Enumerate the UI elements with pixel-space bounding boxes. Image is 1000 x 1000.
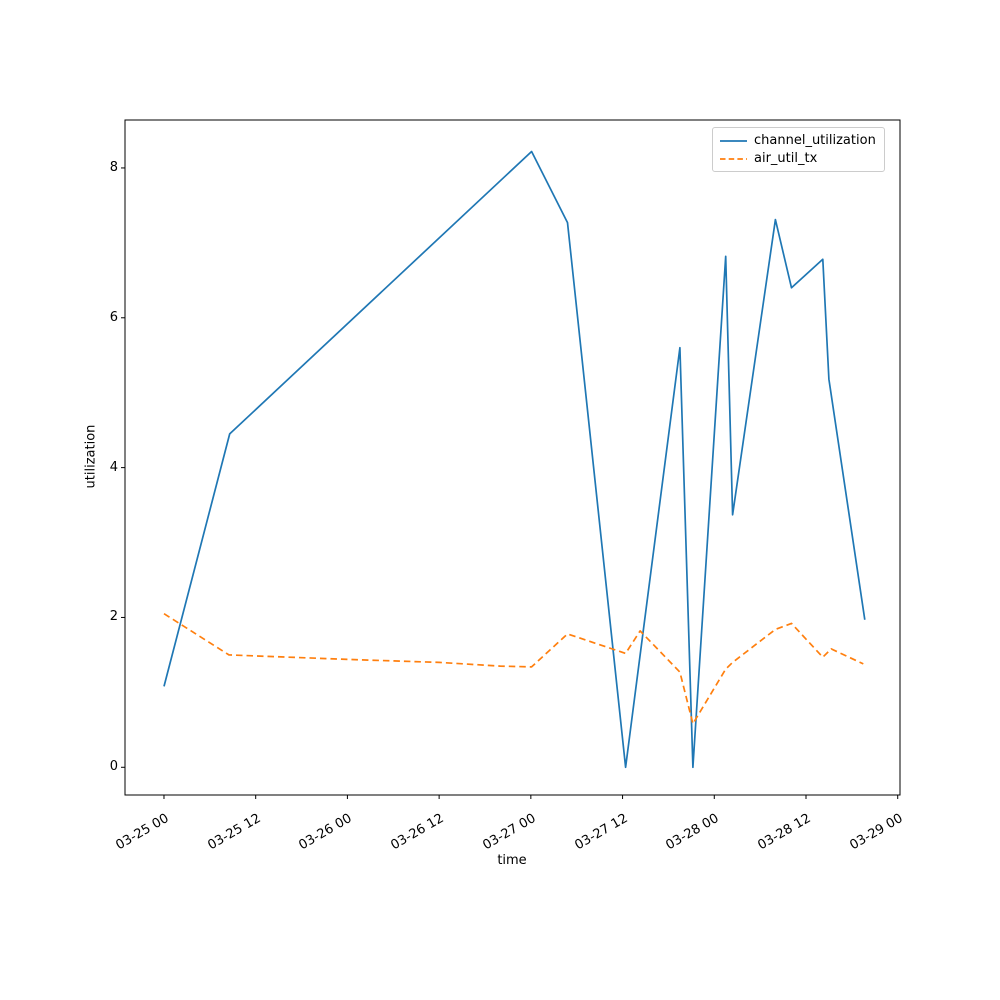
legend-line-sample-dashed [720,157,747,160]
legend-label: channel_utilization [754,133,876,148]
x-axis-title: time [497,853,527,868]
y-axis-tick-label: 6 [109,309,118,325]
air-util-tx-line [163,612,864,725]
legend: channel_utilization air_util_tx [712,127,885,172]
y-axis-tick-label: 4 [109,459,118,475]
y-axis-tick-label: 0 [109,759,118,775]
channel-utilization-line [163,150,866,769]
plot-frame [124,119,901,796]
y-axis-tick-label: 2 [109,609,118,625]
legend-label: air_util_tx [754,151,818,166]
legend-item: air_util_tx [720,151,876,166]
legend-item: channel_utilization [720,133,876,148]
y-axis-tick-label: 8 [109,159,118,175]
legend-line-sample-solid [720,139,747,142]
y-axis-title: utilization [83,424,99,489]
